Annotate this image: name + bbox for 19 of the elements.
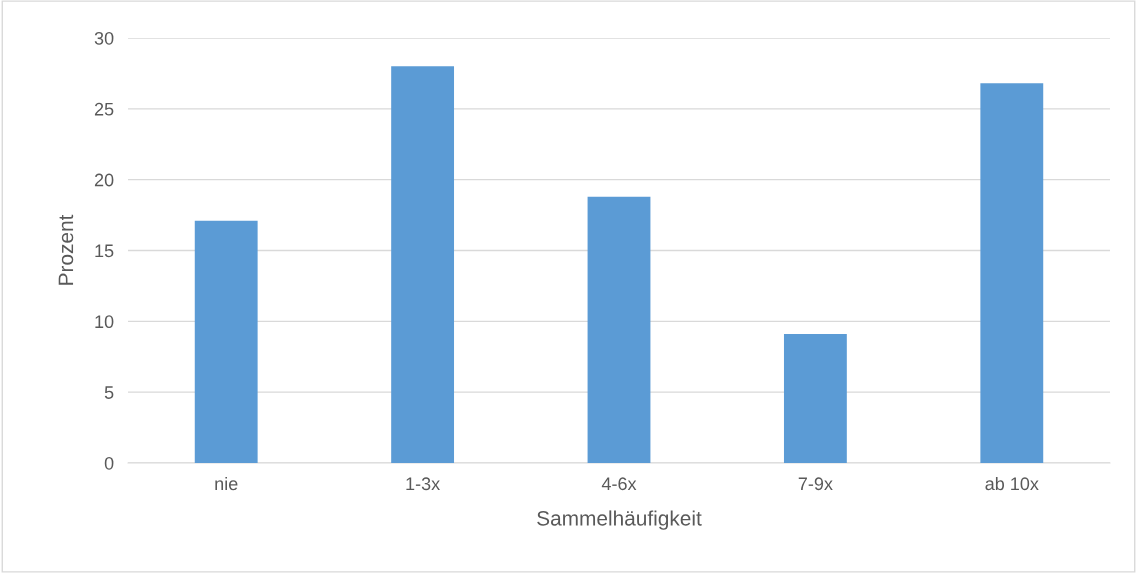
y-tick-label: 0 — [104, 456, 114, 470]
x-tick-label: ab 10x — [985, 476, 1039, 491]
y-tick-label: 30 — [94, 31, 114, 45]
bar — [194, 220, 258, 463]
y-axis-title: Prozent — [58, 214, 74, 285]
x-tick-label: 4-6x — [601, 477, 637, 491]
bar — [587, 196, 651, 463]
y-tick-label: 10 — [95, 315, 114, 329]
x-tick-label: 1-3x — [406, 477, 440, 491]
y-tick-label: 15 — [95, 244, 114, 258]
y-tick-label: 5 — [104, 386, 114, 399]
y-tick-label: 25 — [94, 102, 114, 116]
x-tick-label: 7-9x — [798, 477, 833, 491]
x-tick-label: nie — [215, 476, 238, 491]
bar — [783, 334, 847, 463]
x-axis-title: Sammelhäufigkeit — [537, 510, 702, 530]
bar — [391, 66, 455, 463]
bar — [980, 83, 1044, 463]
y-tick-label: 20 — [94, 173, 114, 187]
